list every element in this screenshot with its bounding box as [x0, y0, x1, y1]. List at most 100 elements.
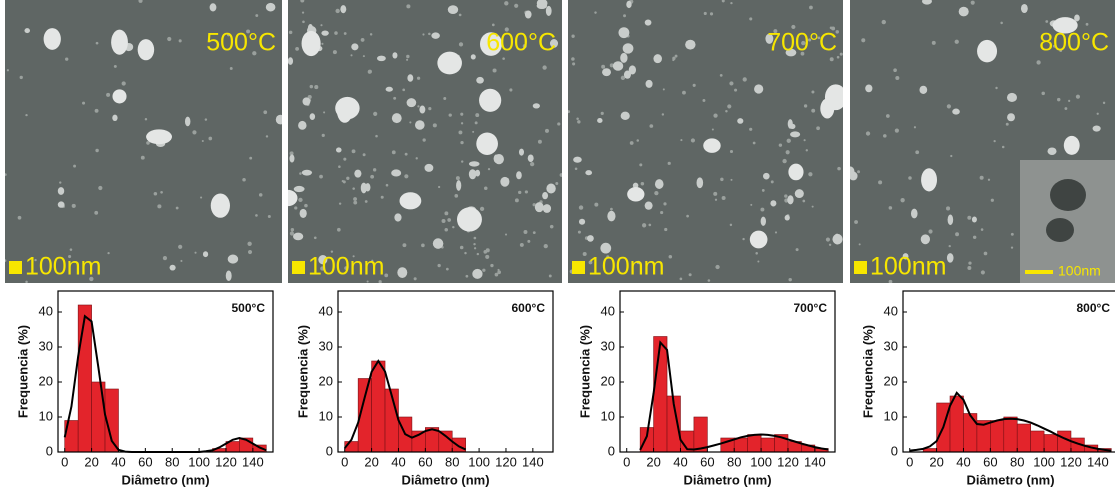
scale-label: 100nm — [588, 253, 664, 281]
particle — [865, 85, 872, 93]
particle — [417, 105, 419, 107]
particle — [785, 215, 790, 221]
chart-label: 500°C — [232, 301, 266, 315]
particle — [290, 231, 294, 235]
particle — [352, 149, 356, 153]
bar — [372, 361, 385, 452]
particle — [618, 27, 629, 38]
particle — [895, 76, 899, 80]
x-tick-label: 20 — [929, 454, 943, 469]
particle — [514, 4, 518, 8]
particle — [710, 12, 713, 15]
particle — [351, 43, 358, 50]
particle — [386, 87, 393, 92]
particle — [579, 205, 583, 209]
y-axis-label: Frequencia (%) — [15, 325, 30, 418]
particle — [685, 40, 695, 50]
particle — [336, 147, 342, 152]
particle — [642, 223, 646, 227]
particle — [58, 201, 65, 207]
y-tick-label: 30 — [884, 338, 898, 353]
bar — [734, 438, 747, 452]
particle — [702, 99, 705, 102]
x-tick-label: 100 — [468, 454, 490, 469]
y-tick-label: 20 — [319, 373, 333, 388]
y-tick-label: 30 — [601, 338, 615, 353]
particle — [546, 184, 555, 194]
particle — [623, 43, 634, 53]
y-tick-label: 40 — [39, 303, 53, 318]
particle — [460, 246, 464, 250]
x-tick-label: 120 — [777, 454, 799, 469]
particle — [1045, 20, 1048, 23]
particle — [727, 104, 731, 108]
particle — [466, 275, 469, 278]
y-tick-label: 40 — [601, 303, 615, 318]
image-label: 600°C — [486, 29, 556, 57]
particle — [722, 196, 726, 200]
particle — [314, 236, 317, 239]
particle — [476, 77, 484, 84]
particle — [477, 253, 479, 255]
particle — [461, 122, 463, 124]
particle — [24, 28, 30, 33]
scale-label: 100nm — [25, 253, 101, 281]
particle — [981, 270, 985, 274]
particle — [294, 206, 297, 209]
scale-bar — [9, 261, 22, 274]
particle — [304, 204, 308, 208]
particle — [370, 175, 374, 179]
particle — [742, 238, 744, 240]
x-tick-label: 120 — [1060, 454, 1082, 469]
particle — [464, 252, 466, 254]
particle — [1103, 102, 1105, 104]
particle — [407, 74, 413, 81]
x-axis-label: Diâmetro (nm) — [683, 472, 771, 487]
particle — [178, 245, 182, 249]
x-tick-label: 100 — [188, 454, 210, 469]
particle — [340, 5, 346, 13]
particle — [295, 47, 299, 51]
particle — [621, 112, 630, 120]
particle — [524, 230, 528, 234]
chart-label: 600°C — [512, 301, 546, 315]
particle — [473, 243, 475, 245]
bar — [990, 421, 1003, 453]
particle — [266, 3, 276, 12]
particle — [895, 129, 899, 133]
particle — [757, 260, 759, 262]
particle — [1002, 146, 1005, 149]
particle — [406, 59, 408, 61]
particle — [557, 122, 560, 125]
particle — [407, 98, 417, 107]
x-tick-label: 40 — [391, 454, 405, 469]
bar — [78, 305, 91, 452]
particle — [811, 90, 814, 93]
inset-particle — [1046, 218, 1074, 242]
particle — [353, 197, 357, 201]
particle — [750, 231, 768, 249]
particle — [230, 67, 233, 70]
particle — [729, 81, 733, 85]
scale-bar — [854, 261, 867, 274]
particle — [373, 168, 376, 171]
x-axis-label: Diâmetro (nm) — [121, 472, 209, 487]
x-tick-label: 80 — [727, 454, 741, 469]
particle — [454, 194, 458, 198]
particle — [893, 68, 897, 72]
particle — [525, 11, 532, 19]
y-tick-label: 10 — [39, 408, 53, 423]
particle — [573, 157, 582, 163]
particle — [518, 191, 521, 194]
particle — [837, 167, 841, 171]
particle — [806, 149, 808, 151]
particle — [1041, 92, 1044, 95]
particle — [649, 124, 653, 128]
chart-label: 800°C — [1077, 301, 1111, 315]
particle — [788, 164, 803, 181]
particle — [98, 186, 102, 190]
particle — [919, 86, 927, 94]
particle — [343, 158, 346, 161]
bar — [748, 435, 761, 453]
